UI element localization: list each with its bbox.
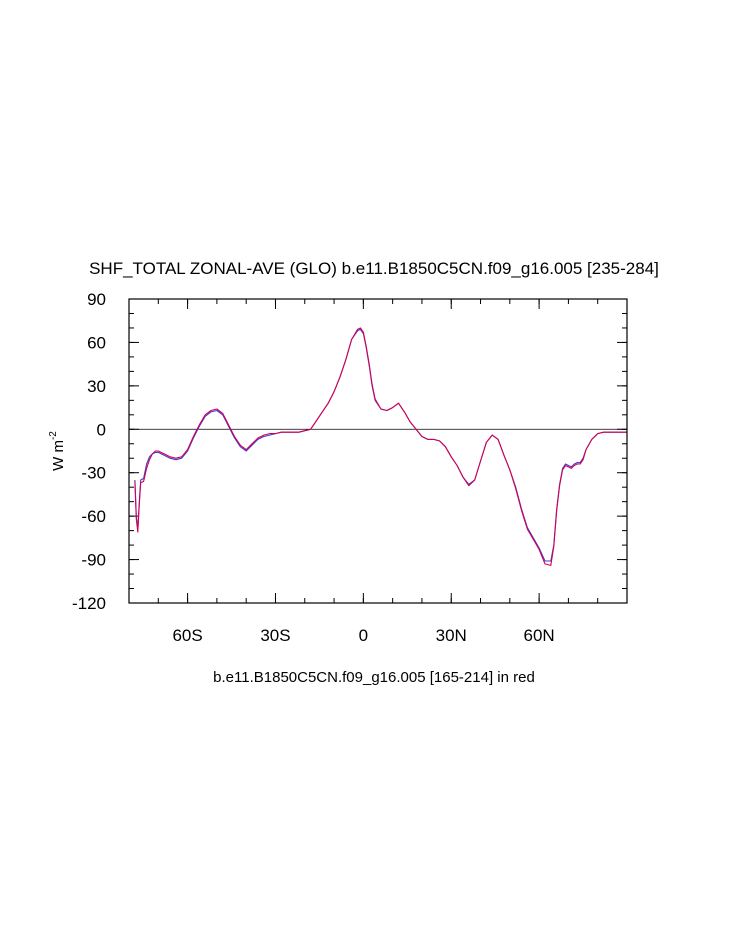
y-axis-label-main: W m bbox=[50, 440, 67, 471]
x-tick-label: 0 bbox=[359, 626, 368, 645]
x-tick-label: 60S bbox=[172, 626, 202, 645]
x-tick-label: 30N bbox=[436, 626, 467, 645]
y-tick-label: -120 bbox=[72, 594, 106, 613]
y-axis-label-exponent: -2 bbox=[48, 431, 59, 440]
chart-caption: b.e11.B1850C5CN.f09_g16.005 [165-214] in… bbox=[213, 669, 535, 686]
y-tick-label: -60 bbox=[81, 507, 106, 526]
x-tick-label: 60N bbox=[524, 626, 555, 645]
y-tick-label: 60 bbox=[87, 333, 106, 352]
plot-area: 60S 30S 0 30N 60N 90 60 30 0 -30 -60 -90 -120 bbox=[72, 290, 628, 645]
series-line-blue bbox=[134, 328, 627, 562]
y-tick-label: 90 bbox=[87, 290, 106, 309]
y-tick-label: -30 bbox=[81, 464, 106, 483]
plot-frame bbox=[128, 298, 628, 604]
x-tick-label: 30S bbox=[260, 626, 290, 645]
series-line-red bbox=[134, 327, 627, 566]
y-axis-label: W m-2 bbox=[48, 431, 67, 471]
y-tick-label: 0 bbox=[97, 420, 106, 439]
y-tick-label: 30 bbox=[87, 377, 106, 396]
chart-title: SHF_TOTAL ZONAL-AVE (GLO) b.e11.B1850C5C… bbox=[89, 259, 659, 278]
y-tick-label: -90 bbox=[81, 551, 106, 570]
